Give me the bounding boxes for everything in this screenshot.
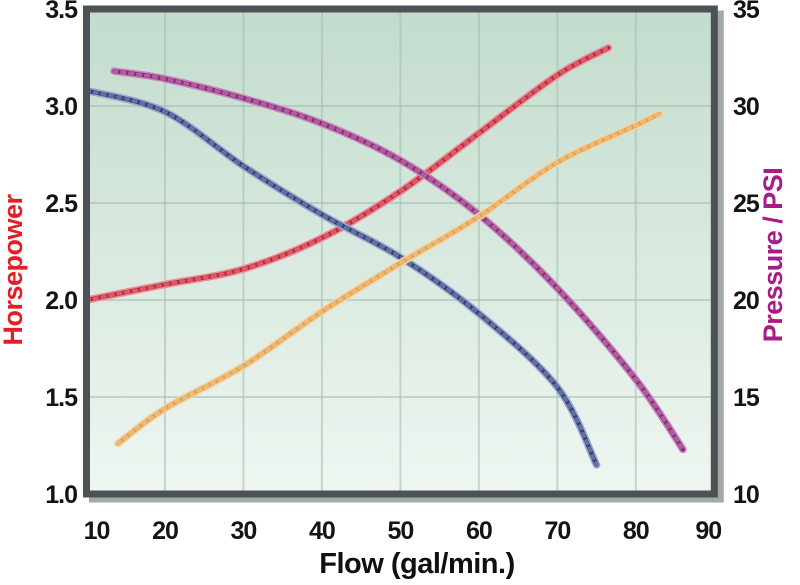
data-curves <box>83 44 687 469</box>
pressure-curve-blue <box>83 86 601 469</box>
tick-label: 2.5 <box>45 190 78 218</box>
pressure-curve-magenta <box>110 67 687 454</box>
tick-label: 20 <box>152 517 178 545</box>
pressure-curve-orange-path <box>115 111 662 446</box>
pressure-curve-blue-path <box>84 88 599 467</box>
horsepower-curve-red-path <box>84 46 611 302</box>
tick-label: 3.5 <box>45 0 78 24</box>
tick-label: 3.0 <box>45 93 77 121</box>
gridlines <box>86 9 715 494</box>
horsepower-curve-red <box>83 44 613 304</box>
tick-label: 60 <box>466 517 492 545</box>
tick-label: 1.5 <box>45 384 78 412</box>
tick-label: 80 <box>623 517 649 545</box>
left-axis-tick-labels: 3.5 3.0 2.5 2.0 1.5 1.0 <box>45 0 79 509</box>
tick-label: 20 <box>733 287 759 315</box>
tick-label: 35 <box>733 0 760 24</box>
tick-label: 40 <box>309 517 335 545</box>
tick-label: 90 <box>695 517 721 545</box>
x-axis-tick-labels: 10 20 30 40 50 60 70 80 90 <box>84 517 723 545</box>
pressure-curve-blue-path <box>84 88 599 467</box>
tick-label: 10 <box>84 517 110 545</box>
pressure-curve-orange <box>114 110 664 448</box>
left-axis-title: Horsepower <box>0 193 28 345</box>
right-axis-title: Pressure / PSI <box>758 168 788 343</box>
tick-label: 25 <box>733 190 760 218</box>
horsepower-curve-red-path <box>84 45 611 303</box>
tick-label: 50 <box>387 517 413 545</box>
right-axis-tick-labels: 35 30 25 20 15 10 <box>733 0 761 509</box>
tick-label: 70 <box>544 517 570 545</box>
pressure-curve-orange-path <box>116 112 662 446</box>
tick-label: 10 <box>733 481 759 509</box>
tick-label: 2.0 <box>45 287 77 315</box>
pressure-curve-magenta-path <box>112 69 685 452</box>
tick-label: 30 <box>733 93 759 121</box>
x-axis-title: Flow (gal/min.) <box>319 548 515 580</box>
pressure-curve-magenta-path <box>111 68 685 452</box>
tick-label: 1.0 <box>45 481 77 509</box>
tick-label: 15 <box>733 384 760 412</box>
tick-label: 30 <box>231 517 257 545</box>
plot-frame <box>83 5 718 498</box>
